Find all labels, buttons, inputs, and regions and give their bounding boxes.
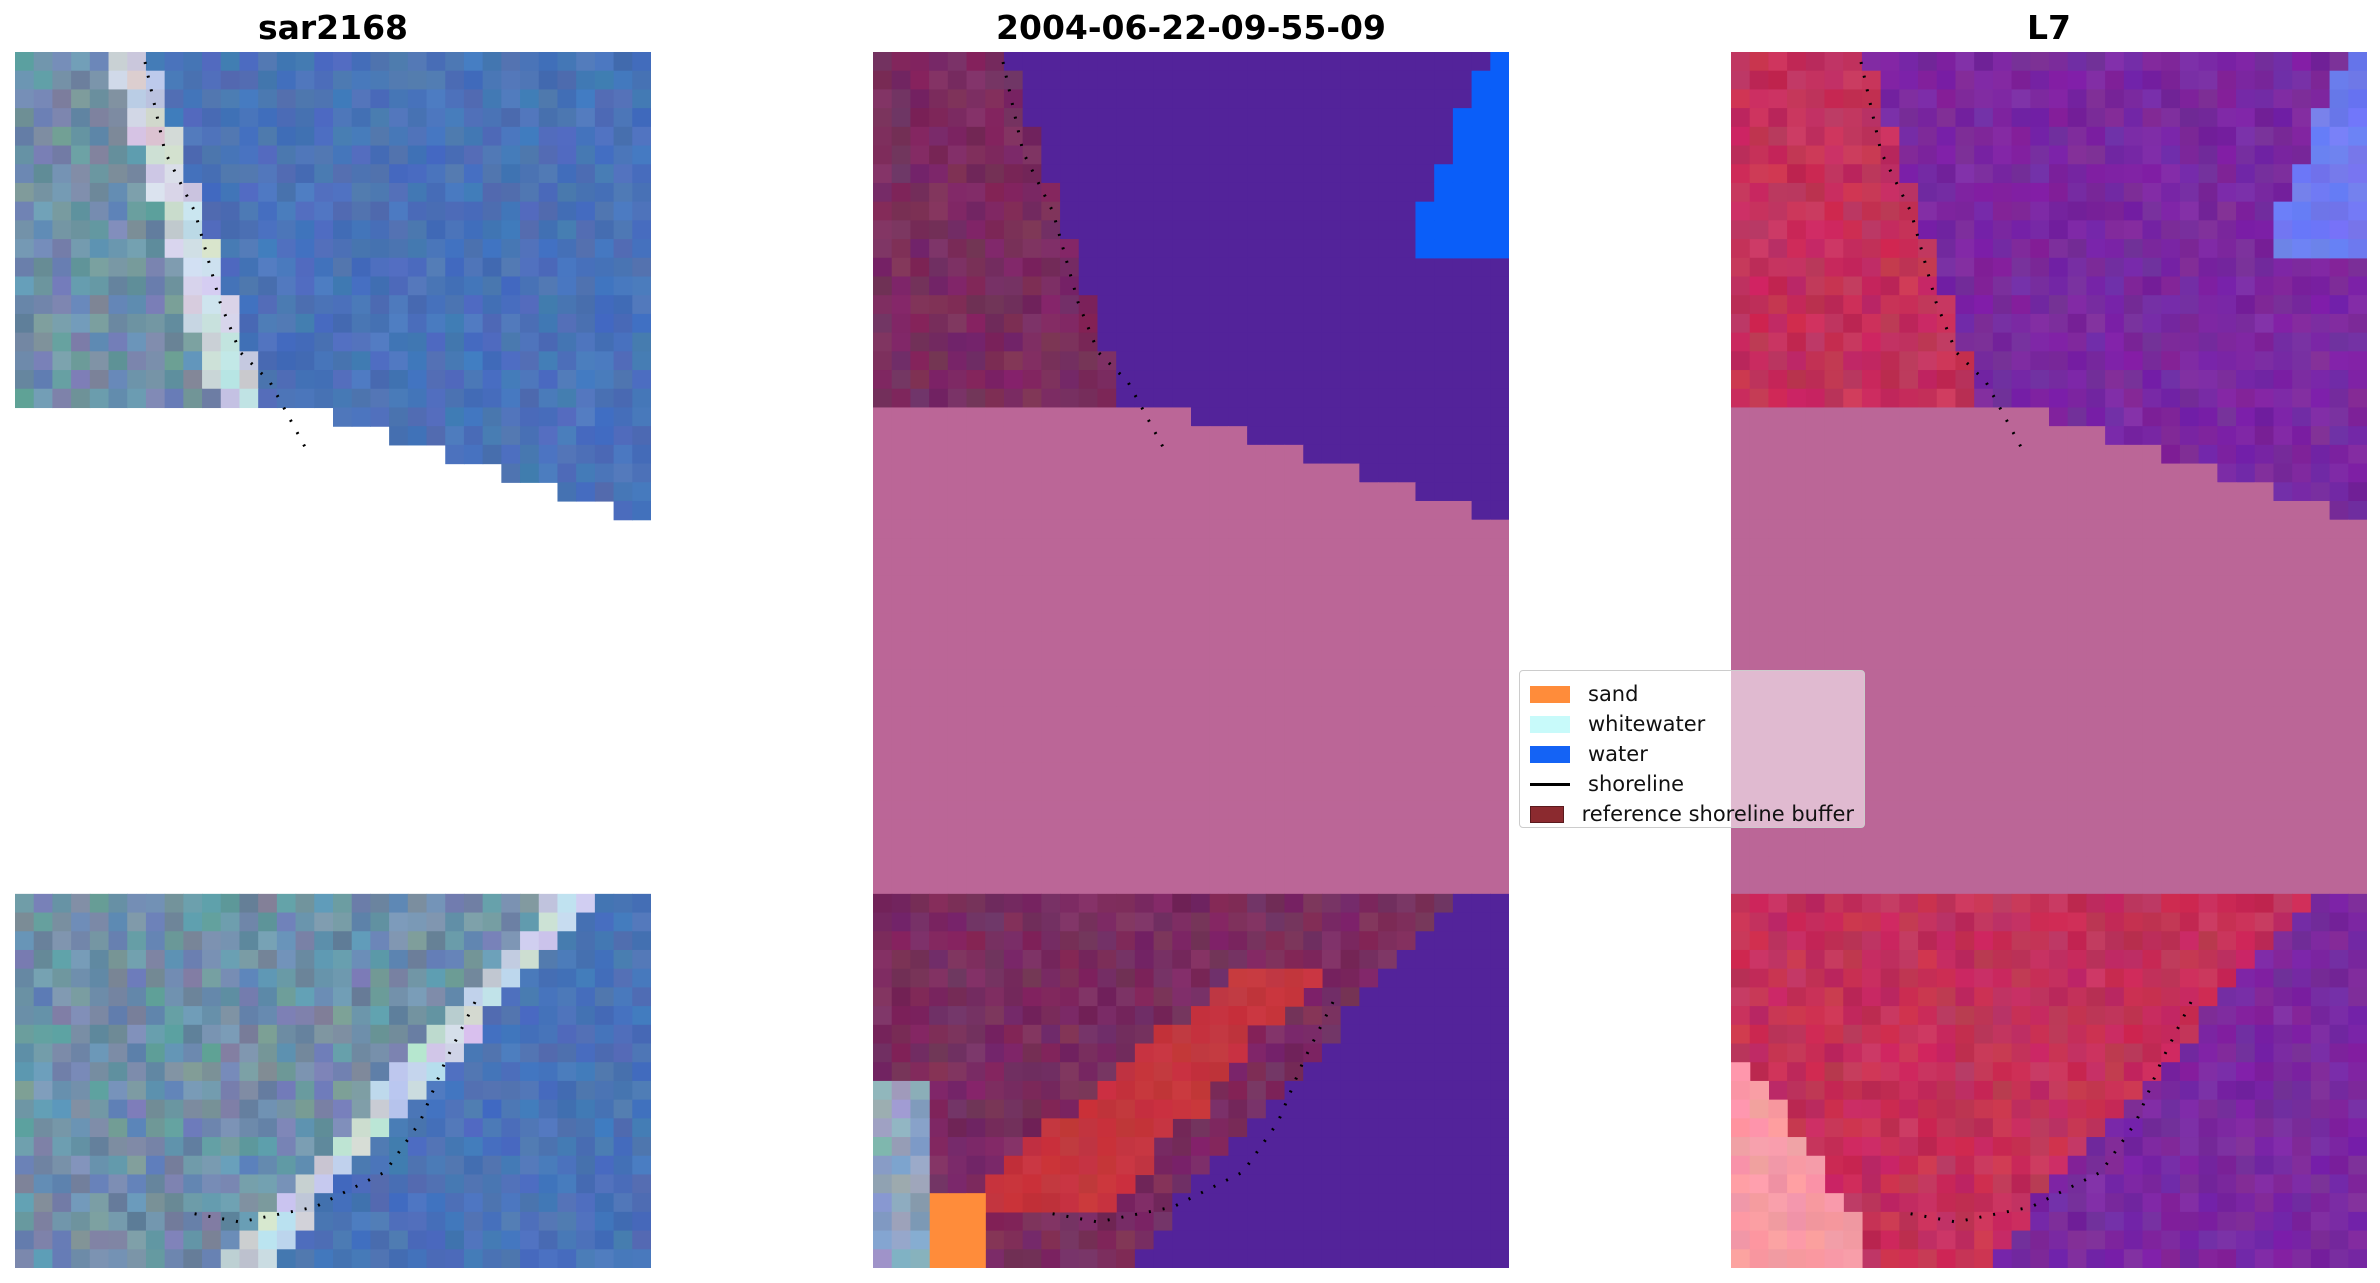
shoreline-line-swatch [1530,782,1570,786]
legend-item-shoreline: shoreline [1530,769,1854,799]
legend-label: reference shoreline buffer [1581,802,1854,826]
l7-pixel-grid [1731,52,2367,1268]
legend-label: water [1588,742,1648,766]
rgb-pixel-grid [15,52,651,1268]
legend-label: sand [1588,682,1639,706]
classified-image [873,52,1509,1268]
rgb-image [15,52,651,1268]
classified-pixel-grid [873,52,1509,1268]
panel-title-classified: 2004-06-22-09-55-09 [996,8,1386,47]
shoreline [1001,61,1165,448]
water-swatch [1530,745,1570,763]
legend: sand whitewater water shoreline referenc… [1519,670,1865,828]
legend-label: whitewater [1588,712,1706,736]
panel-title-mndwi: L7 [2027,8,2071,47]
shoreline [143,61,307,448]
legend-item-sand: sand [1530,679,1854,709]
legend-label: shoreline [1588,772,1685,796]
buffer-swatch [1530,805,1564,823]
legend-item-whitewater: whitewater [1530,709,1854,739]
whitewater-swatch [1530,715,1570,733]
legend-item-water: water [1530,739,1854,769]
shoreline [1859,61,2023,448]
panel-title-rgb: sar2168 [257,8,409,47]
sand-swatch [1530,685,1570,703]
l7-image [1731,52,2367,1268]
legend-item-buffer: reference shoreline buffer [1530,799,1854,829]
